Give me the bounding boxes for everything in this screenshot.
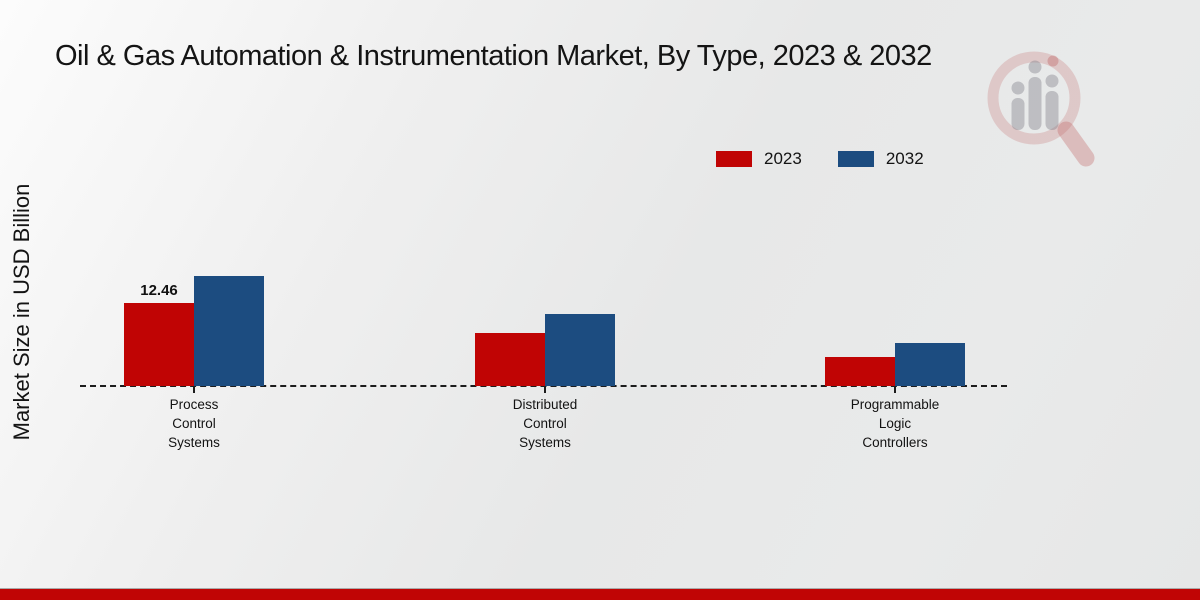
legend-swatch-2032: [837, 151, 874, 167]
x-axis-tick: [894, 387, 896, 393]
bar-2032-group2: [545, 314, 615, 386]
x-axis-tick: [193, 387, 195, 393]
bar-value-label: 12.46: [140, 282, 178, 299]
legend: 2023 2032: [716, 149, 924, 169]
bar-2023-group3: [825, 357, 895, 386]
legend-item-2032: 2032: [837, 149, 924, 169]
footer-accent-bar: [0, 588, 1200, 600]
bar-2032-group3: [895, 343, 965, 386]
legend-label: 2032: [885, 149, 924, 168]
x-axis-category-label: Programmable Logic Controllers: [850, 397, 940, 450]
bar-2023-group1: [124, 303, 194, 386]
bar-2023-group2: [475, 333, 545, 386]
x-axis-category-label: Process Control Systems: [168, 397, 220, 450]
bar-2032-group1: [194, 276, 264, 386]
x-axis-tick: [544, 387, 546, 393]
chart-title: Oil & Gas Automation & Instrumentation M…: [55, 40, 932, 72]
x-axis-baseline: [80, 385, 1007, 387]
legend-swatch-2023: [716, 151, 752, 167]
x-axis-category-label: Distributed Control Systems: [512, 397, 578, 450]
legend-item-2023: 2023: [716, 149, 802, 169]
legend-label: 2023: [764, 149, 802, 168]
